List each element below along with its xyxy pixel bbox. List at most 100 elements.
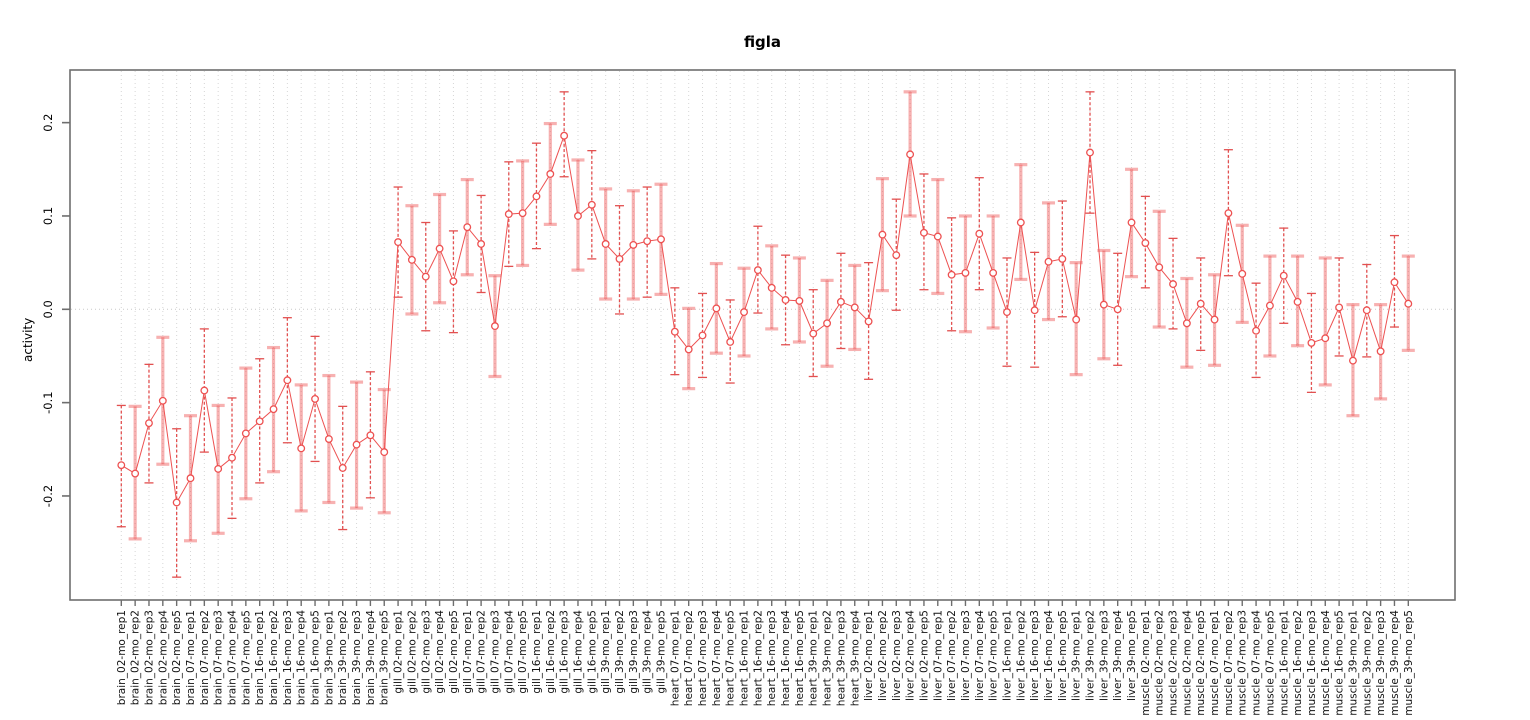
x-tick-label: gill_02-mo_rep3 (420, 610, 432, 694)
plot-border (69, 69, 1456, 601)
data-point (767, 283, 776, 292)
data-point (975, 229, 984, 238)
data-point (574, 212, 582, 220)
x-tick-label: liver_39-mo_rep3 (1098, 610, 1110, 701)
x-tick-label: brain_07-mo_rep1 (185, 610, 197, 705)
data-point (989, 268, 998, 277)
data-point (394, 238, 403, 247)
x-tick-label: brain_02-mo_rep2 (130, 610, 142, 705)
chart-title: figla (743, 33, 782, 51)
y-tick-label: -0.1 (41, 391, 55, 413)
data-point (1003, 308, 1011, 317)
data-point (1362, 306, 1371, 315)
data-point (1307, 338, 1316, 347)
data-point (1390, 278, 1399, 287)
data-point (1404, 299, 1413, 308)
series-line (121, 133, 1409, 505)
x-tick-label: muscle_02-mo_rep3 (1168, 610, 1180, 716)
data-point (435, 244, 444, 253)
x-tick-label: liver_16-mo_rep3 (1029, 610, 1041, 701)
x-tick-label: muscle_39-mo_rep5 (1403, 610, 1415, 716)
x-tick-label: muscle_16-mo_rep2 (1292, 610, 1304, 716)
x-tick-label: liver_16-mo_rep2 (1015, 610, 1027, 701)
x-tick-label: brain_02-mo_rep1 (116, 610, 128, 705)
data-point (117, 461, 126, 470)
x-tick-label: heart_07-mo_rep1 (669, 610, 681, 706)
data-point (1058, 254, 1067, 263)
data-point (1252, 326, 1261, 335)
x-tick-label: gill_39-mo_rep4 (642, 610, 654, 694)
data-point (1127, 218, 1136, 227)
data-point (836, 297, 845, 306)
x-tick-label: muscle_02-mo_rep4 (1181, 610, 1193, 716)
x-tick-label: gill_16-mo_rep4 (572, 610, 584, 694)
x-tick-label: liver_02-mo_rep4 (905, 610, 917, 701)
x-tick-label: gill_07-mo_rep3 (489, 610, 501, 694)
data-point (726, 338, 735, 346)
data-point (1072, 315, 1081, 324)
data-point (560, 131, 569, 140)
x-tick-label: heart_07-mo_rep2 (683, 610, 695, 706)
x-tick-label: muscle_16-mo_rep5 (1334, 610, 1346, 716)
x-tick-label: gill_16-mo_rep2 (545, 610, 557, 694)
data-point (283, 376, 292, 385)
x-tick-label: gill_16-mo_rep1 (531, 610, 543, 694)
data-point (1335, 303, 1344, 312)
x-tick-label: liver_02-mo_rep3 (891, 610, 903, 701)
x-tick-label: muscle_07-mo_rep1 (1209, 610, 1221, 716)
data-point (324, 435, 333, 443)
x-tick-label: liver_16-mo_rep5 (1057, 610, 1069, 701)
data-point (629, 240, 638, 249)
data-point (864, 317, 873, 326)
x-tick-label: gill_16-mo_rep3 (559, 610, 571, 694)
x-tick-label: brain_16-mo_rep4 (296, 610, 308, 706)
x-tick-label: brain_16-mo_rep5 (310, 610, 322, 705)
data-point (366, 431, 375, 440)
x-tick-label: heart_16-mo_rep4 (780, 610, 792, 706)
data-point (1279, 271, 1288, 280)
x-tick-label: heart_07-mo_rep5 (725, 610, 737, 706)
data-point (145, 419, 153, 428)
x-tick-label: gill_39-mo_rep1 (600, 610, 612, 694)
x-tick-label: muscle_07-mo_rep4 (1251, 610, 1263, 716)
x-tick-label: heart_39-mo_rep4 (849, 610, 861, 706)
data-point (297, 444, 306, 453)
data-point (753, 266, 762, 275)
data-point (698, 331, 707, 340)
data-point (684, 345, 693, 354)
x-tick-label: muscle_02-mo_rep2 (1154, 610, 1166, 716)
data-point (892, 251, 901, 260)
x-tick-label: heart_16-mo_rep3 (766, 610, 778, 706)
x-tick-label: muscle_39-mo_rep2 (1361, 610, 1373, 716)
x-tick-label: brain_16-mo_rep2 (268, 610, 280, 705)
data-point (241, 429, 250, 438)
x-tick-label: muscle_16-mo_rep4 (1320, 610, 1332, 716)
data-point (269, 405, 278, 414)
data-point (1030, 306, 1039, 315)
data-point (601, 240, 610, 248)
data-point (740, 308, 748, 317)
data-point (311, 394, 319, 403)
x-tick-label: brain_07-mo_rep5 (240, 610, 252, 705)
data-point (131, 469, 140, 478)
x-tick-label: brain_02-mo_rep3 (143, 610, 155, 705)
data-point (1265, 301, 1274, 310)
data-point (186, 474, 195, 483)
data-point (1293, 297, 1302, 306)
x-tick-label: liver_16-mo_rep4 (1043, 610, 1055, 701)
data-point (615, 254, 624, 263)
x-tick-label: brain_39-mo_rep1 (323, 610, 335, 705)
x-tick-label: gill_39-mo_rep2 (614, 610, 626, 694)
data-point (961, 268, 970, 277)
x-tick-label: muscle_16-mo_rep1 (1278, 610, 1290, 716)
x-tick-label: muscle_39-mo_rep1 (1347, 610, 1359, 716)
data-point (449, 277, 458, 286)
data-point (1348, 356, 1357, 365)
data-point (781, 296, 790, 304)
x-tick-label: liver_39-mo_rep1 (1071, 610, 1083, 701)
data-point (518, 209, 527, 218)
y-tick-label: 0.2 (41, 113, 55, 131)
x-tick-label: gill_02-mo_rep4 (434, 610, 446, 694)
data-point (1321, 334, 1330, 343)
